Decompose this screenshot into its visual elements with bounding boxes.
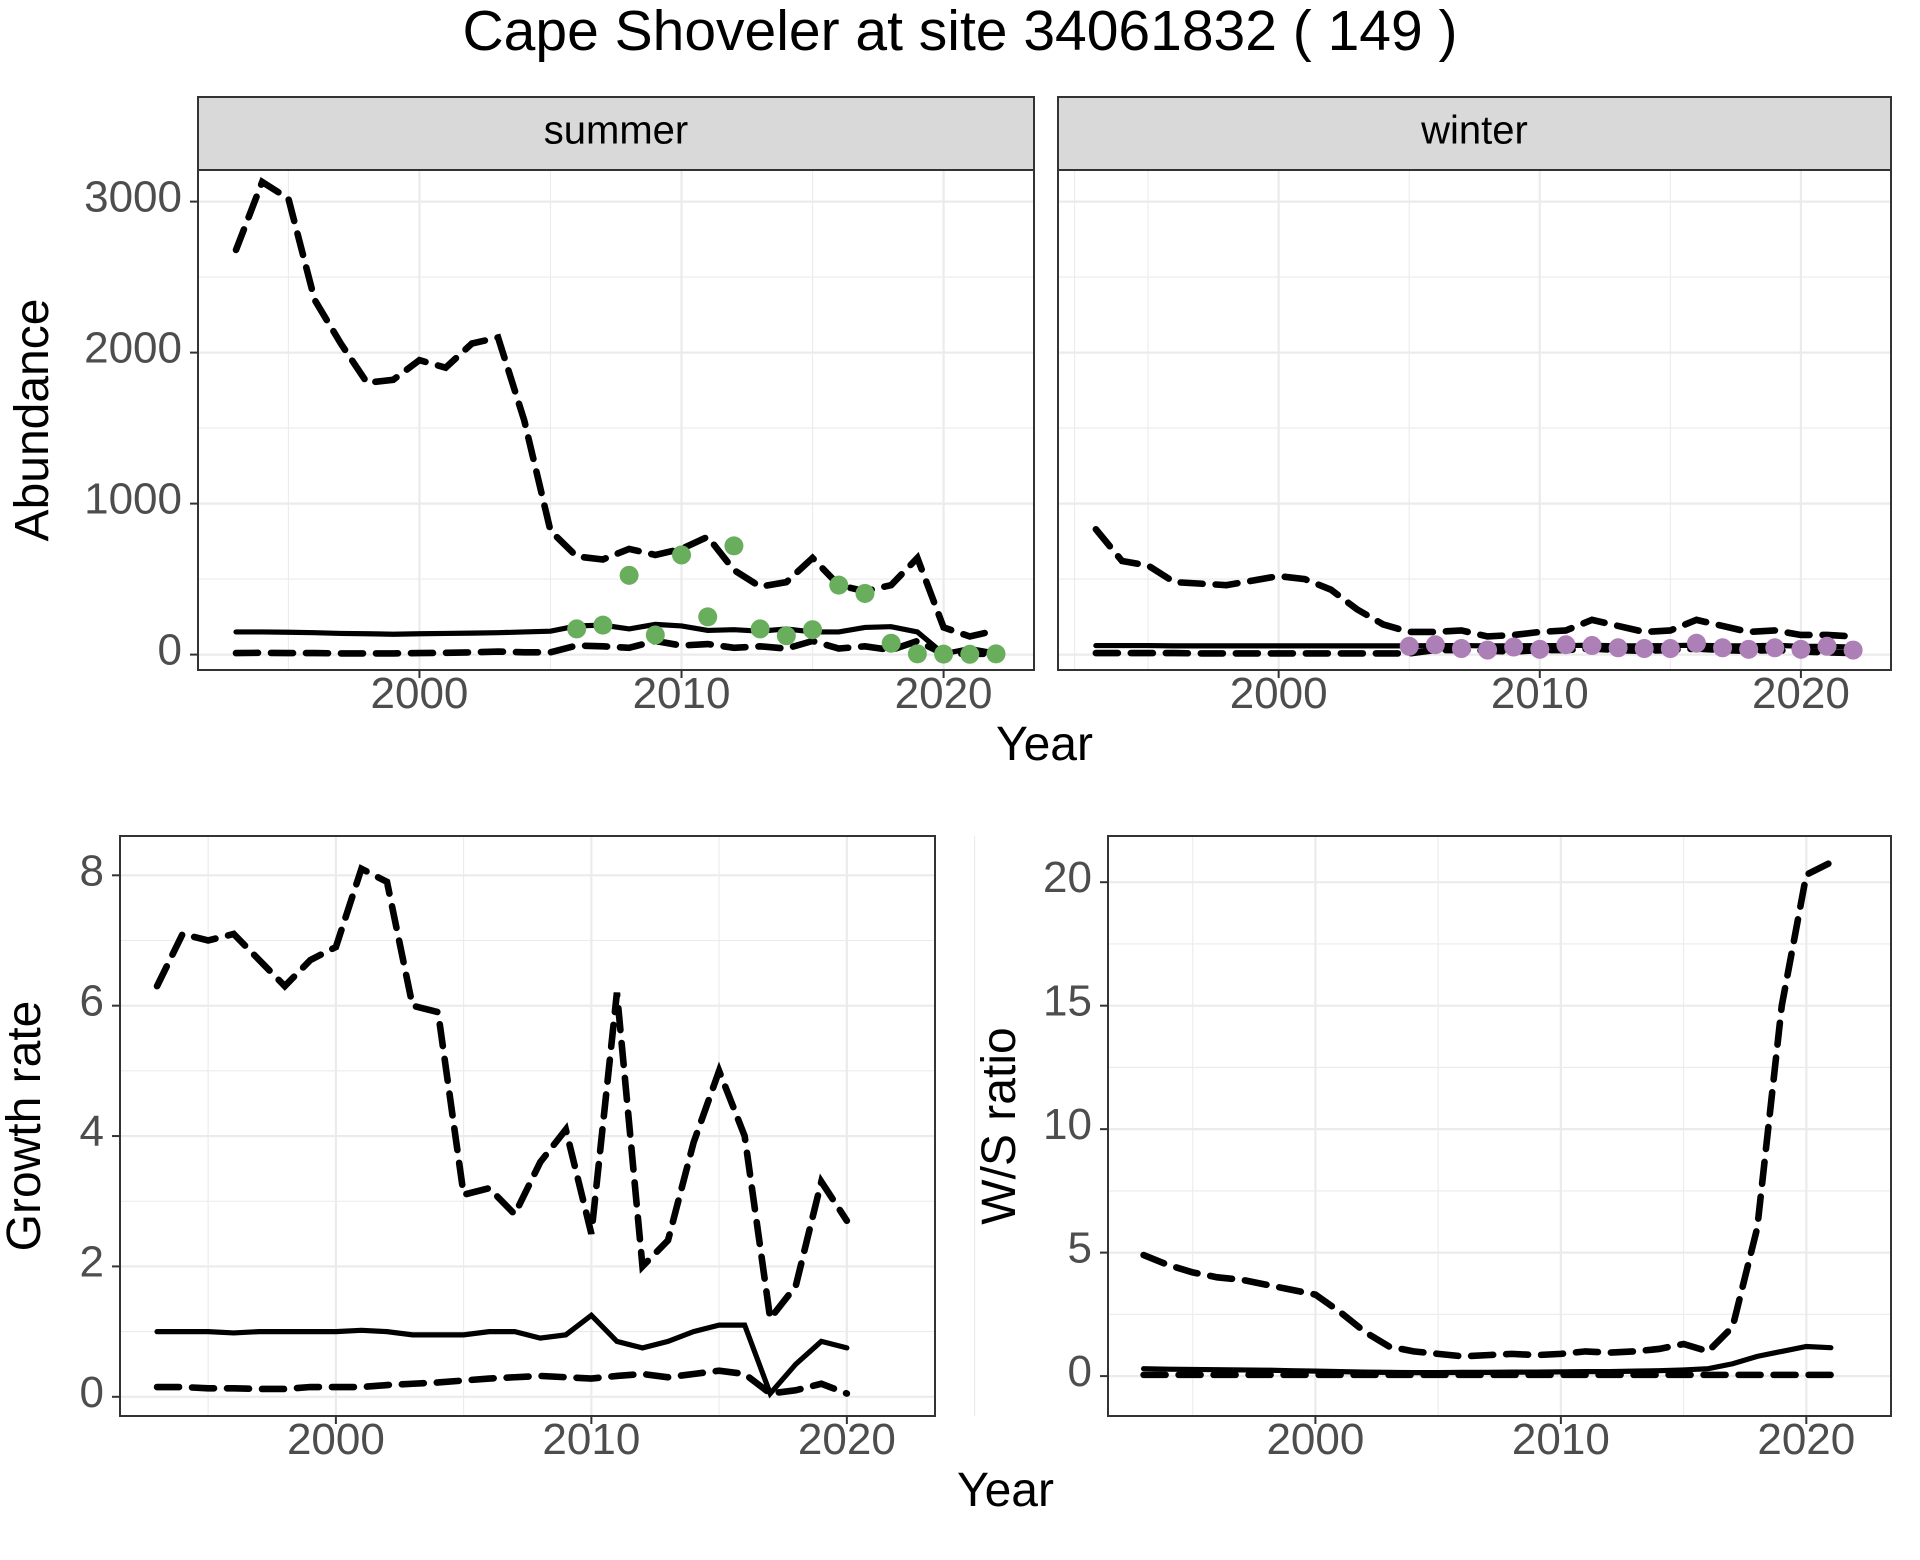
svg-text:3000: 3000 [84,173,182,222]
svg-text:2010: 2010 [633,669,731,718]
svg-text:Year: Year [996,718,1093,771]
svg-text:2010: 2010 [542,1415,640,1464]
svg-text:summer: summer [544,109,688,153]
svg-text:0: 0 [80,1368,104,1417]
svg-text:1000: 1000 [84,475,182,524]
svg-text:4: 4 [80,1107,104,1156]
svg-text:2020: 2020 [1752,669,1850,718]
svg-text:W/S ratio: W/S ratio [973,1027,1026,1224]
svg-text:winter: winter [1420,109,1528,153]
svg-text:15: 15 [1043,977,1092,1026]
svg-text:20: 20 [1043,853,1092,902]
svg-text:10: 10 [1043,1100,1092,1149]
svg-text:Abundance: Abundance [6,299,59,542]
svg-text:2020: 2020 [1757,1415,1855,1464]
svg-text:8: 8 [80,846,104,895]
svg-text:2000: 2000 [371,669,469,718]
svg-text:5: 5 [1068,1224,1092,1273]
svg-text:2: 2 [80,1237,104,1286]
svg-text:2000: 2000 [1266,1415,1364,1464]
svg-text:Year: Year [957,1464,1054,1517]
svg-text:2000: 2000 [84,324,182,373]
svg-text:2020: 2020 [895,669,993,718]
svg-text:0: 0 [1068,1347,1092,1396]
svg-text:2010: 2010 [1512,1415,1610,1464]
svg-text:Growth rate: Growth rate [0,1001,51,1252]
svg-text:2010: 2010 [1491,669,1589,718]
svg-text:0: 0 [158,626,182,675]
svg-text:2000: 2000 [1230,669,1328,718]
svg-text:6: 6 [80,977,104,1026]
svg-text:Cape Shoveler at site 34061832: Cape Shoveler at site 34061832 ( 149 ) [463,0,1458,63]
svg-text:2000: 2000 [287,1415,385,1464]
svg-text:2020: 2020 [798,1415,896,1464]
